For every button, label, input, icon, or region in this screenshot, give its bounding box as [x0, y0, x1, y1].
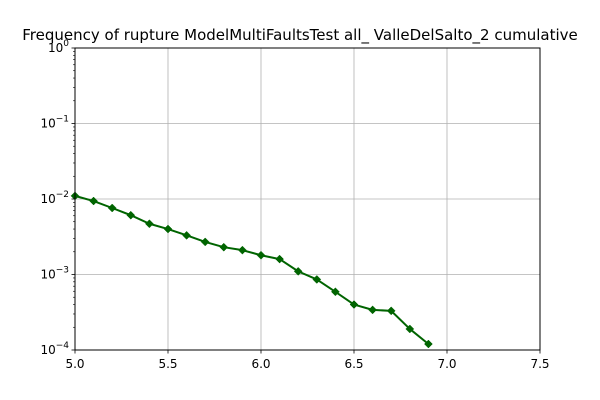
x-tick-label: 7.0: [437, 357, 456, 371]
data-point: [126, 210, 136, 220]
y-tick-label: 100: [48, 39, 69, 55]
chart-title: Frequency of rupture ModelMultiFaultsTes…: [22, 26, 577, 45]
data-point: [424, 339, 433, 349]
axes: 5.0 5.5 6.0 6.5 7.0 7.5 10−4 10−3 10−2 10−1 100: [40, 39, 549, 371]
data-point: [238, 245, 247, 255]
data-point: [200, 237, 210, 247]
x-tick-label: 6.0: [251, 357, 270, 371]
data-point: [275, 254, 284, 264]
data-point: [331, 287, 340, 297]
data-point: [145, 219, 154, 229]
y-tick-label: 10−1: [40, 115, 69, 131]
data-point: [312, 275, 322, 284]
y-tick-label: 10−4: [40, 341, 69, 357]
data-point: [163, 224, 173, 234]
data-point: [219, 242, 229, 252]
data-point: [256, 250, 266, 260]
x-tick-label: 5.0: [65, 357, 84, 371]
data-point: [182, 230, 191, 240]
x-tick-label: 5.5: [158, 357, 177, 371]
data-point: [368, 305, 377, 315]
x-tick-label: 7.5: [530, 357, 549, 371]
x-tick-label: 6.5: [344, 357, 363, 371]
data-point: [89, 196, 98, 206]
series-layer: [70, 191, 433, 349]
data-point: [349, 300, 359, 309]
data-point: [293, 267, 303, 276]
data-point: [386, 306, 396, 316]
y-tick-label: 10−3: [40, 266, 69, 282]
data-point: [107, 203, 117, 213]
data-point: [405, 324, 415, 334]
y-tick-label: 10−2: [40, 190, 69, 206]
